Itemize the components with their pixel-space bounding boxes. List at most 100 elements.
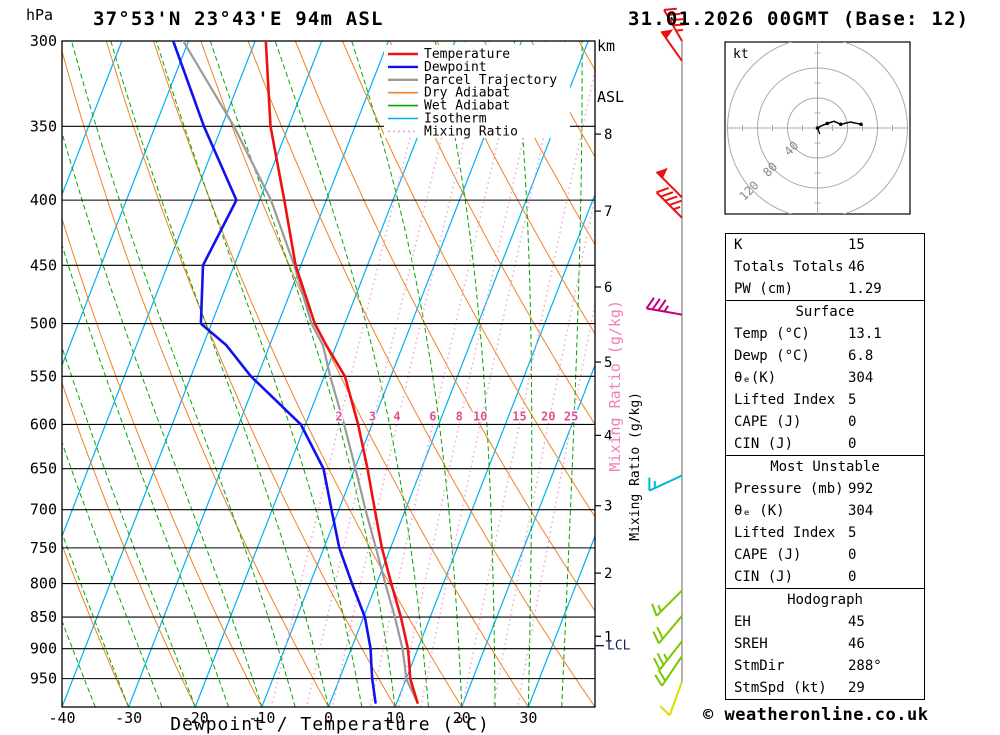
wind-barb bbox=[652, 590, 682, 615]
pressure-tick-label: 550 bbox=[30, 367, 57, 385]
mixing-ratio-value-label: 2 bbox=[335, 409, 342, 423]
km-tick-label: 6 bbox=[604, 280, 612, 296]
table-row-value: 46 bbox=[848, 256, 865, 278]
hodograph-unit-label: kt bbox=[733, 47, 749, 62]
mixing-ratio-axis-label-black: Mixing Ratio (g/kg) bbox=[628, 392, 643, 541]
table-row-label: Dewp (°C) bbox=[734, 345, 848, 367]
table-row: Pressure (mb)992 bbox=[726, 478, 924, 500]
mixing-ratio-value-labels: 2 3 4 6 8 10 15 20 25 bbox=[335, 409, 578, 423]
km-tick-label: 8 bbox=[604, 127, 612, 143]
pressure-tick-label: 700 bbox=[30, 501, 57, 519]
table-row-value: 13.1 bbox=[848, 323, 882, 345]
table-row-label: Lifted Index bbox=[734, 389, 848, 411]
table-row-value: 5 bbox=[848, 522, 856, 544]
copyright: © weatheronline.co.uk bbox=[703, 705, 928, 725]
table-row-label: Temp (°C) bbox=[734, 323, 848, 345]
pressure-tick-label: 450 bbox=[30, 256, 57, 274]
table-row-label: θₑ (K) bbox=[734, 500, 848, 522]
table-row-value: 288° bbox=[848, 655, 882, 677]
mixing-ratio-value-label: 4 bbox=[393, 409, 400, 423]
pressure-tick-label: 750 bbox=[30, 539, 57, 557]
table-row-value: 304 bbox=[848, 367, 873, 389]
table-row-label: Totals Totals bbox=[734, 256, 848, 278]
table-row-label: EH bbox=[734, 611, 848, 633]
table-row-value: 304 bbox=[848, 500, 873, 522]
table-row: Dewp (°C)6.8 bbox=[726, 345, 924, 367]
table-row-label: SREH bbox=[734, 633, 848, 655]
table-row-label: θₑ(K) bbox=[734, 367, 848, 389]
pressure-tick-label: 500 bbox=[30, 315, 57, 333]
station-title: 37°53'N 23°43'E 94m ASL bbox=[93, 8, 384, 30]
table-row: PW (cm)1.29 bbox=[726, 278, 924, 300]
table-row-value: 0 bbox=[848, 566, 856, 588]
mixing-ratio-value-label: 25 bbox=[564, 409, 578, 423]
sounding-curves bbox=[173, 41, 417, 703]
km-tick-label: 7 bbox=[604, 204, 612, 220]
altitude-axis-asl: ASL bbox=[597, 89, 624, 106]
pressure-tick-label: 850 bbox=[30, 608, 57, 626]
wind-barb bbox=[649, 475, 682, 490]
mixing-ratio-value-label: 10 bbox=[473, 409, 487, 423]
table-row-label: StmSpd (kt) bbox=[734, 677, 848, 699]
table-row-label: K bbox=[734, 234, 848, 256]
table-row-value: 45 bbox=[848, 611, 865, 633]
table-row-label: CAPE (J) bbox=[734, 411, 848, 433]
table-row-value: 992 bbox=[848, 478, 873, 500]
table-row: θₑ (K)304 bbox=[726, 500, 924, 522]
mixing-ratio-axis-label-pink: Mixing Ratio (g/kg) bbox=[606, 300, 624, 472]
altitude-axis-km: km bbox=[597, 38, 624, 55]
table-row-value: 15 bbox=[848, 234, 865, 256]
pressure-tick-label: 650 bbox=[30, 460, 57, 478]
table-row-label: Lifted Index bbox=[734, 522, 848, 544]
pressure-tick-label: 350 bbox=[30, 117, 57, 135]
wind-barb bbox=[647, 298, 682, 315]
legend-label: Mixing Ratio bbox=[424, 124, 518, 139]
table-row-label: StmDir bbox=[734, 655, 848, 677]
table-row-value: 1.29 bbox=[848, 278, 882, 300]
mixing-ratio-value-label: 8 bbox=[456, 409, 463, 423]
table-row-label: PW (cm) bbox=[734, 278, 848, 300]
table-row: θₑ(K)304 bbox=[726, 367, 924, 389]
altitude-axis-label: km ASL bbox=[597, 4, 624, 123]
mixing-ratio-value-label: 3 bbox=[369, 409, 376, 423]
pressure-tick-label: 400 bbox=[30, 191, 57, 209]
mixing-ratio-value-label: 15 bbox=[512, 409, 526, 423]
table-row-label: CIN (J) bbox=[734, 566, 848, 588]
table-row-value: 0 bbox=[848, 544, 856, 566]
table-row: CIN (J)0 bbox=[726, 433, 924, 455]
mixing-ratio-value-label: 20 bbox=[541, 409, 555, 423]
parcel-trajectory-curve bbox=[183, 41, 417, 703]
pressure-unit-label: hPa bbox=[26, 6, 53, 24]
mixing-ratio-value-label: 6 bbox=[429, 409, 436, 423]
pressure-tick-label: 950 bbox=[30, 670, 57, 688]
km-tick-label: 3 bbox=[604, 499, 612, 515]
table-row-value: 29 bbox=[848, 677, 865, 699]
wind-barb bbox=[660, 682, 682, 716]
table-row-value: 5 bbox=[848, 389, 856, 411]
datetime-title: 31.01.2026 00GMT (Base: 12) bbox=[628, 8, 969, 30]
pressure-tick-label: 800 bbox=[30, 575, 57, 593]
pressure-tick-label: 900 bbox=[30, 640, 57, 658]
table-row: CAPE (J)0 bbox=[726, 411, 924, 433]
table-section-header: Surface bbox=[726, 301, 924, 323]
km-tick-label: 2 bbox=[604, 566, 612, 582]
wind-barb bbox=[654, 641, 682, 669]
table-row-label: CAPE (J) bbox=[734, 544, 848, 566]
table-row-value: 46 bbox=[848, 633, 865, 655]
table-row-label: Pressure (mb) bbox=[734, 478, 848, 500]
table-row-label: CIN (J) bbox=[734, 433, 848, 455]
pressure-tick-label: 300 bbox=[30, 32, 57, 50]
lcl-label: LCL bbox=[607, 639, 631, 654]
table-row-value: 6.8 bbox=[848, 345, 873, 367]
table-section-header: Hodograph bbox=[726, 589, 924, 611]
table-row-value: 0 bbox=[848, 433, 856, 455]
